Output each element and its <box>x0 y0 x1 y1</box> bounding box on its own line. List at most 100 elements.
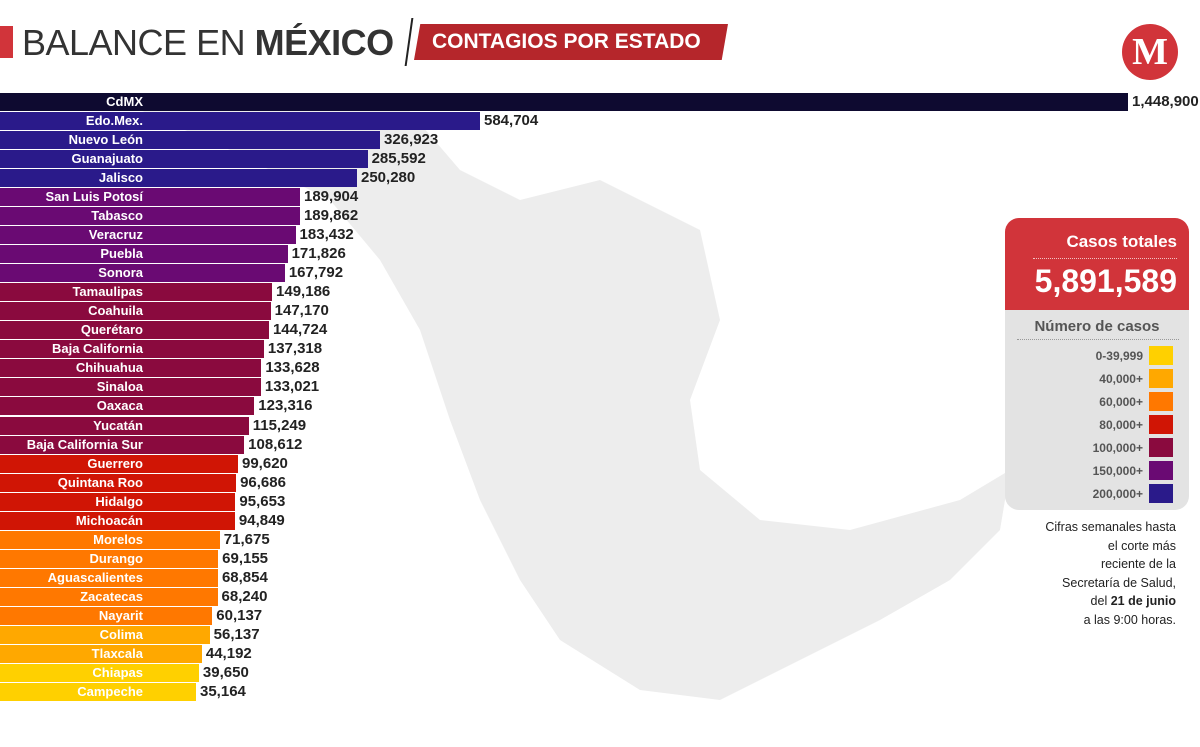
bar-label: Guerrero <box>87 455 143 471</box>
legend-swatch <box>1149 346 1173 365</box>
bar-label: Zacatecas <box>80 588 143 604</box>
bar-label: Chiapas <box>92 664 143 680</box>
bar-label: Baja California <box>51 341 143 357</box>
bar <box>0 397 255 416</box>
bar <box>0 226 296 245</box>
legend-item-label: 0-39,999 <box>1095 349 1143 363</box>
legend-title: Número de casos <box>1034 318 1160 335</box>
legend-swatch <box>1149 438 1173 457</box>
milenio-logo: M <box>1122 24 1178 80</box>
bar-value-label: 250,280 <box>361 169 416 187</box>
bar-value-label: 147,170 <box>274 302 329 320</box>
bar-label: Nuevo León <box>68 132 143 148</box>
bar <box>0 454 238 473</box>
bar-label: Tabasco <box>91 208 143 224</box>
bar <box>0 473 237 492</box>
bar <box>0 682 196 701</box>
bar-label: Jalisco <box>98 170 143 186</box>
bar <box>0 587 218 606</box>
legend-swatch <box>1149 369 1173 388</box>
legend-item-label: 60,000+ <box>1099 395 1143 409</box>
bar-value-label: 56,137 <box>213 625 260 643</box>
bar-value-label: 35,164 <box>200 682 246 700</box>
legend-item: 40,000+ <box>1005 369 1189 392</box>
bar-value-label: 123,316 <box>258 397 313 415</box>
bar-label: Querétaro <box>80 322 143 338</box>
bar-value-label: 285,592 <box>371 150 426 168</box>
bar-label: Veracruz <box>88 227 143 243</box>
legend-item: 80,000+ <box>1005 415 1189 438</box>
bar-label: Sinaloa <box>96 379 143 395</box>
bar-label: Tlaxcala <box>91 645 143 661</box>
bar-label: Hidalgo <box>95 493 143 509</box>
bar <box>0 283 273 302</box>
bar-value-label: 326,923 <box>384 131 439 149</box>
bar <box>0 492 236 511</box>
bar-label: CdMX <box>106 94 143 109</box>
bar-value-label: 149,186 <box>276 283 331 301</box>
bar <box>0 378 261 397</box>
legend-item-label: 80,000+ <box>1099 418 1143 432</box>
legend-item: 150,000+ <box>1005 461 1189 484</box>
bar <box>0 264 285 283</box>
bar-label: Coahuila <box>88 303 143 319</box>
bar-label: Michoacán <box>75 512 143 528</box>
bar-value-label: 189,862 <box>303 207 359 225</box>
bar <box>0 207 300 226</box>
bar-value-label: 108,612 <box>248 435 303 453</box>
bar <box>0 93 1128 111</box>
bar-value-label: 68,854 <box>221 568 268 586</box>
bar-value-label: 44,192 <box>205 644 252 662</box>
bar-value-label: 69,155 <box>222 549 269 567</box>
bar <box>0 131 380 150</box>
bar-label: Edo.Mex. <box>85 113 143 129</box>
bar-value-label: 1,448,900 <box>1132 93 1199 110</box>
bar-value-label: 189,904 <box>304 188 359 206</box>
bar <box>0 606 213 625</box>
bar-label: Yucatán <box>93 417 143 433</box>
bar <box>0 416 249 435</box>
legend: Número de casos 0-39,999 40,000+ 60,000+ 80… <box>1005 310 1189 510</box>
bar <box>0 169 357 188</box>
bar-label: Oaxaca <box>96 398 143 414</box>
page-title: BALANCE EN MÉXICO <box>22 22 394 63</box>
legend-swatch <box>1149 461 1173 480</box>
page-subtitle: CONTAGIOS POR ESTADO <box>414 24 728 60</box>
total-cases-label: Casos totales <box>1066 232 1177 251</box>
bar-value-label: 60,137 <box>216 606 263 624</box>
bar-value-label: 144,724 <box>272 321 328 339</box>
bar-label: Baja California Sur <box>26 436 143 452</box>
bar <box>0 302 271 321</box>
bar <box>0 663 199 682</box>
bar-value-label: 96,686 <box>240 473 286 491</box>
legend-item: 0-39,999 <box>1005 346 1189 369</box>
legend-swatch <box>1149 415 1173 434</box>
bar-label: Chihuahua <box>75 360 143 376</box>
bar <box>0 625 210 644</box>
bar-value-label: 137,318 <box>267 340 323 358</box>
bar <box>0 568 218 587</box>
bar-value-label: 584,704 <box>484 112 539 130</box>
legend-swatch <box>1149 392 1173 411</box>
bar-label: Morelos <box>93 531 143 547</box>
source-note: Cifras semanales hasta el corte más recien… <box>1045 520 1176 627</box>
bar-value-label: 99,620 <box>242 454 288 472</box>
legend-item-label: 150,000+ <box>1092 464 1143 478</box>
bar-label: Quintana Roo <box>57 474 143 490</box>
bar-value-label: 183,432 <box>299 226 354 244</box>
bar <box>0 549 219 568</box>
bar-value-label: 94,849 <box>238 511 285 529</box>
bar-value-label: 71,675 <box>223 530 270 548</box>
bar <box>0 112 480 131</box>
bar-value-label: 95,653 <box>239 492 286 510</box>
bar <box>0 644 202 663</box>
bar-value-label: 39,650 <box>202 663 249 681</box>
bar-label: Nayarit <box>98 607 143 623</box>
bar-label: San Luis Potosí <box>45 189 143 205</box>
total-cases-box: Casos totales 5,891,589 <box>1005 218 1189 310</box>
bar-label: Aguascalientes <box>47 569 143 585</box>
bar-value-label: 133,021 <box>264 378 320 396</box>
total-cases-value: 5,891,589 <box>1034 263 1177 299</box>
bar-value-label: 115,249 <box>252 416 307 434</box>
